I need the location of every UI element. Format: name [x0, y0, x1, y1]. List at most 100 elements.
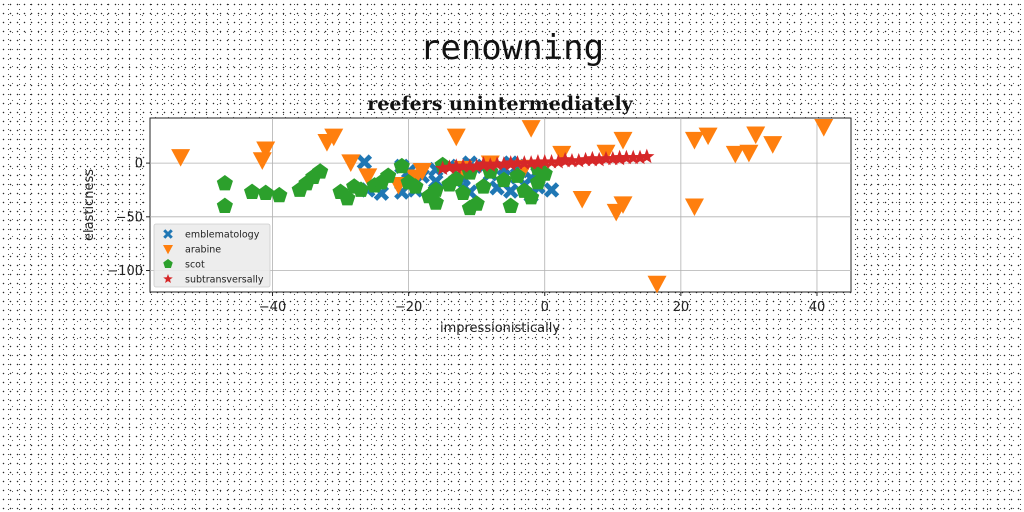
scot-point	[427, 194, 444, 210]
scot-point	[380, 167, 397, 183]
legend-item: subtransversally	[163, 274, 264, 286]
arabine-point	[698, 127, 718, 146]
data-points	[171, 118, 834, 294]
emblematology-point	[356, 154, 373, 170]
figure-suptitle: renowning	[419, 28, 605, 68]
x-tick-label: −40	[259, 300, 286, 315]
y-tick-label: 0	[135, 157, 143, 172]
arabine-point	[521, 120, 541, 138]
x-tick-label: 20	[673, 300, 690, 315]
legend: emblematology arabine scot subtransversally	[153, 223, 271, 288]
subtransversally-point	[564, 152, 580, 168]
x-tick-label: −20	[395, 300, 422, 315]
legend-label: arabine	[185, 245, 221, 256]
legend-label: scot	[185, 260, 205, 271]
scot-point	[523, 188, 540, 205]
legend-marker	[163, 229, 173, 239]
arabine-point	[684, 131, 704, 150]
subtransversally-point	[625, 149, 641, 165]
scot-point	[448, 170, 465, 187]
arabine-point	[171, 149, 191, 167]
legend-label: subtransversally	[185, 275, 264, 286]
x-tick-label: 0	[541, 300, 549, 315]
subtransversally-point	[571, 152, 587, 168]
arabine-point	[358, 168, 378, 186]
arabine-point	[684, 198, 704, 217]
arabine-point	[572, 190, 592, 209]
subtransversally-point	[605, 150, 621, 166]
subtransversally-point	[523, 155, 539, 170]
scot-point	[352, 181, 370, 197]
subtransversally-point	[618, 149, 635, 165]
subtransversally-point	[448, 158, 464, 173]
subtransversally-point	[489, 156, 505, 171]
scot-point	[244, 183, 261, 199]
scot-point	[407, 178, 424, 194]
axis-ticks: −40 −20 0 20 40 0 −50 −100	[107, 157, 825, 315]
scot-point	[502, 197, 519, 213]
legend-box	[153, 223, 271, 288]
subtransversally-point	[469, 158, 485, 173]
legend-item: arabine	[163, 245, 221, 256]
subtransversally-point	[503, 155, 519, 170]
scot-point	[216, 197, 233, 213]
legend-label: emblematology	[185, 230, 260, 241]
arabine-point	[341, 154, 361, 173]
subtransversally-point	[543, 154, 560, 169]
arabine-point	[252, 152, 272, 170]
arabine-point	[256, 141, 276, 160]
subtransversally-point	[496, 156, 512, 171]
arabine-point	[647, 275, 667, 294]
series-arabine	[171, 118, 834, 294]
scot-point	[271, 186, 288, 203]
subtransversally-point	[455, 158, 471, 173]
emblematology-point	[543, 182, 560, 198]
arabine-point	[739, 144, 759, 163]
arabine-point	[446, 128, 466, 147]
subtransversally-point	[632, 149, 648, 165]
subtransversally-point	[441, 159, 458, 174]
scot-point	[454, 184, 472, 201]
subtransversally-point	[537, 154, 553, 169]
subtransversally-point	[516, 155, 532, 170]
subtransversally-point	[462, 158, 478, 173]
scot-point	[393, 157, 410, 174]
arabine-point	[613, 131, 633, 150]
subtransversally-point	[550, 154, 566, 169]
arabine-point	[763, 136, 783, 154]
y-tick-label: −50	[116, 210, 143, 225]
subtransversally-point	[530, 154, 546, 169]
legend-item: scot	[163, 259, 205, 271]
legend-item: emblematology	[163, 229, 260, 241]
scot-point	[536, 165, 553, 181]
arabine-point	[324, 128, 344, 147]
arabine-point	[746, 126, 766, 145]
subtransversally-point	[611, 149, 628, 165]
scot-point	[427, 181, 444, 197]
subtransversally-point	[598, 150, 614, 166]
subtransversally-point	[577, 151, 594, 167]
series-subtransversally	[435, 148, 655, 175]
subtransversally-point	[591, 151, 607, 167]
arabine-point	[412, 163, 432, 181]
scot-point	[495, 171, 512, 188]
x-axis-label: impressionistically	[440, 321, 560, 336]
subtransversally-point	[639, 148, 655, 164]
subtransversally-point	[482, 157, 498, 172]
scot-point	[468, 195, 485, 211]
y-axis-label: elasticness	[82, 169, 97, 241]
scot-point	[216, 175, 233, 191]
scot-point	[339, 190, 356, 206]
subtransversally-point	[435, 160, 451, 175]
subtransversally-point	[475, 156, 492, 171]
scot-point	[257, 184, 274, 201]
legend-marker	[163, 259, 173, 269]
y-tick-label: −100	[107, 264, 143, 279]
chart-title: reefers unintermediately	[367, 93, 633, 115]
series-scot	[216, 156, 553, 216]
arabine-point	[814, 118, 834, 137]
subtransversally-point	[509, 155, 526, 170]
scot-point	[509, 167, 526, 183]
x-tick-label: 40	[809, 300, 826, 315]
